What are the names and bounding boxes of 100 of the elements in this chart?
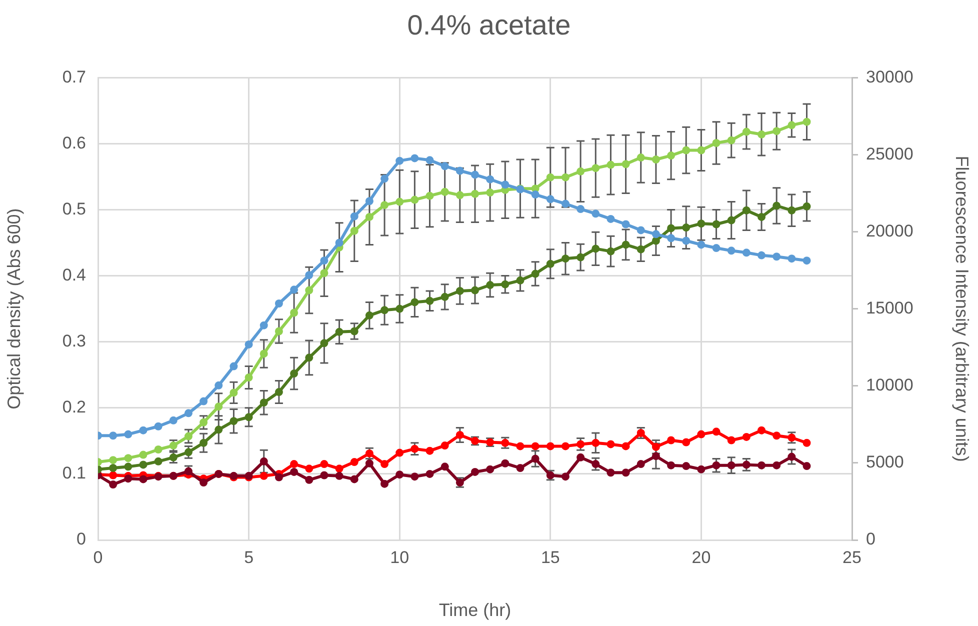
point <box>652 236 660 245</box>
y-tick-label: 0.7 <box>62 67 86 86</box>
point <box>244 413 253 422</box>
point <box>456 166 464 175</box>
point <box>742 432 750 441</box>
chart-title: 0.4% acetate <box>407 10 571 41</box>
point <box>592 164 600 172</box>
point <box>742 206 750 214</box>
point <box>636 460 645 468</box>
point <box>290 286 298 294</box>
x-tick-label: 25 <box>842 548 862 567</box>
point <box>486 281 494 290</box>
point <box>350 475 358 484</box>
point <box>365 459 374 468</box>
point <box>606 468 615 477</box>
point <box>440 442 449 450</box>
point <box>380 201 389 210</box>
point <box>426 446 434 455</box>
point <box>260 472 268 480</box>
y-tick-label: 0.6 <box>62 133 86 152</box>
point <box>788 206 796 214</box>
point <box>471 170 479 179</box>
point <box>501 280 510 288</box>
point <box>486 175 494 184</box>
point <box>350 212 358 220</box>
point <box>697 240 706 249</box>
x-tick-label: 20 <box>692 548 711 567</box>
point <box>788 452 796 461</box>
y-axis-title: Optical density (Abs 600) <box>4 208 24 410</box>
point <box>606 214 615 223</box>
point <box>350 327 358 336</box>
point <box>440 162 449 170</box>
point <box>742 128 750 136</box>
point <box>320 471 328 480</box>
y2-tick-label: 25000 <box>866 144 914 164</box>
point <box>410 154 419 162</box>
point <box>516 276 524 284</box>
point <box>592 210 600 218</box>
point <box>772 127 781 136</box>
point <box>290 460 298 468</box>
point <box>139 450 148 459</box>
point <box>667 461 676 470</box>
point <box>440 462 449 471</box>
point <box>169 416 178 424</box>
point <box>622 442 630 450</box>
point <box>682 236 690 245</box>
point <box>426 156 434 164</box>
point <box>501 459 510 468</box>
point <box>396 304 404 313</box>
point <box>802 118 811 126</box>
point <box>410 196 419 204</box>
point <box>200 438 208 447</box>
point <box>471 286 479 294</box>
point <box>531 270 540 278</box>
point <box>124 462 132 471</box>
point <box>200 478 208 487</box>
point <box>622 468 630 477</box>
point <box>109 480 118 489</box>
point <box>109 432 118 440</box>
point <box>727 216 736 224</box>
point <box>652 230 660 238</box>
point <box>350 458 358 466</box>
point <box>335 464 344 473</box>
point <box>230 362 238 370</box>
point <box>274 327 283 336</box>
point <box>516 442 524 450</box>
y-tick-label: 0.2 <box>62 398 86 417</box>
point <box>244 340 253 348</box>
y-tick-label: 0 <box>76 530 86 549</box>
point <box>682 462 690 470</box>
point <box>396 470 404 479</box>
point <box>667 152 676 160</box>
y-tick-label: 0.5 <box>62 199 86 218</box>
point <box>260 350 268 358</box>
y-tick-label: 0.1 <box>62 464 86 483</box>
point <box>636 245 645 254</box>
point <box>305 464 314 473</box>
point <box>109 471 118 480</box>
point <box>727 436 736 444</box>
point <box>230 388 238 397</box>
point <box>380 306 389 314</box>
point <box>305 354 314 362</box>
point <box>335 472 344 480</box>
point <box>456 191 464 200</box>
point <box>124 474 132 483</box>
point <box>606 247 615 256</box>
point <box>396 156 404 165</box>
point <box>214 426 223 434</box>
point <box>697 220 706 228</box>
y2-tick-label: 30000 <box>866 67 914 86</box>
point <box>380 480 389 488</box>
point <box>712 244 720 252</box>
point <box>727 461 736 470</box>
point <box>758 461 766 470</box>
point <box>426 296 434 305</box>
point <box>758 130 766 138</box>
point <box>410 472 419 481</box>
point <box>124 430 132 438</box>
point <box>305 271 314 280</box>
point <box>576 167 585 176</box>
